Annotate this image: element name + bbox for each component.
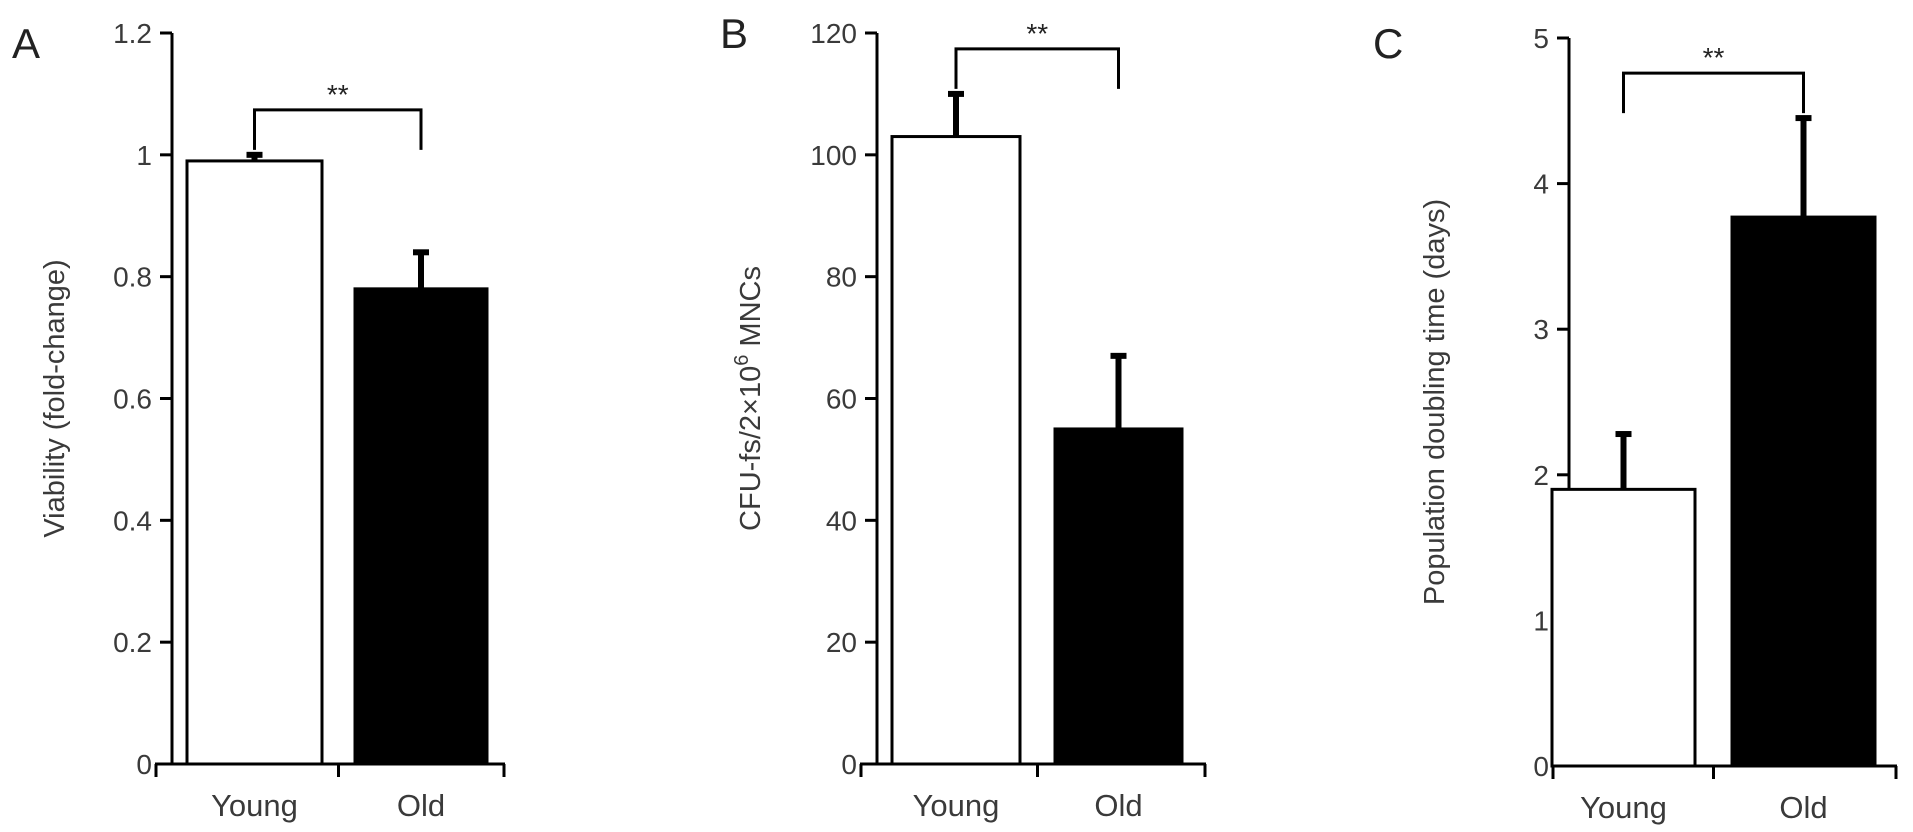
y-axis-title-unit: MNCs (735, 266, 767, 355)
y-tick-label: 60 (826, 384, 857, 415)
panel-letter: A (12, 20, 40, 67)
y-tick-label: 4 (1533, 169, 1549, 200)
y-tick-label: 100 (810, 140, 857, 171)
y-tick-label: 1 (1533, 605, 1549, 636)
y-tick-label: 5 (1533, 23, 1549, 54)
bar-young (890, 135, 1022, 766)
bar-young (185, 159, 324, 766)
y-tick-label: 0.2 (113, 627, 152, 658)
significance-bracket (1622, 71, 1805, 114)
category-label: Young (913, 788, 1000, 823)
y-tick-label: 0.8 (113, 262, 152, 293)
y-tick-label: 3 (1533, 314, 1549, 345)
significance-bracket (253, 108, 423, 150)
significance-bracket (954, 47, 1120, 89)
panel-letter: C (1373, 20, 1403, 67)
y-axis-title-main: CFU-fs/2×10 (735, 366, 767, 531)
category-label: Old (1779, 790, 1827, 825)
bar-old (1730, 215, 1877, 768)
y-tick-label: 40 (826, 505, 857, 536)
y-axis-title-exponent: 6 (731, 355, 753, 366)
bar-old (1053, 427, 1184, 766)
y-tick-label: 120 (810, 18, 857, 49)
category-label: Young (1580, 790, 1667, 825)
bar-old (353, 287, 489, 766)
y-tick-label: 0 (1533, 751, 1549, 782)
significance-label: ** (1026, 18, 1048, 49)
panel-letter: B (720, 10, 748, 57)
y-tick-label: 1 (136, 140, 152, 171)
y-axis-title: Population doubling time (days) (1419, 199, 1451, 605)
y-tick-label: 20 (826, 627, 857, 658)
chart-panel-c: C 0 1 2 3 4 5 Young Old ** Population doubling tim… (1373, 20, 1898, 825)
category-label: Old (1094, 788, 1142, 823)
y-axis-title: CFU-fs/2×106 MNCs (731, 266, 767, 531)
significance-label: ** (327, 79, 349, 110)
category-label: Old (397, 788, 445, 823)
y-tick-label: 80 (826, 262, 857, 293)
y-tick-label: 2 (1533, 460, 1549, 491)
chart-panel-b: B 0 20 40 60 80 100 120 Young Old ** CFU-fs/2×106 M… (720, 10, 1207, 823)
bar-young (1550, 487, 1697, 768)
y-tick-label: 0.4 (113, 505, 152, 536)
significance-label: ** (1703, 42, 1725, 73)
category-label: Young (211, 788, 298, 823)
y-axis-title: Viability (fold-change) (39, 259, 71, 537)
y-tick-label: 0 (841, 749, 857, 780)
y-tick-label: 0.6 (113, 384, 152, 415)
y-tick-label: 0 (136, 749, 152, 780)
y-tick-label: 1.2 (113, 18, 152, 49)
chart-panel-a: A 0 0.2 0.4 0.6 0.8 1 1.2 Young Old ** Viability (f… (12, 18, 506, 823)
